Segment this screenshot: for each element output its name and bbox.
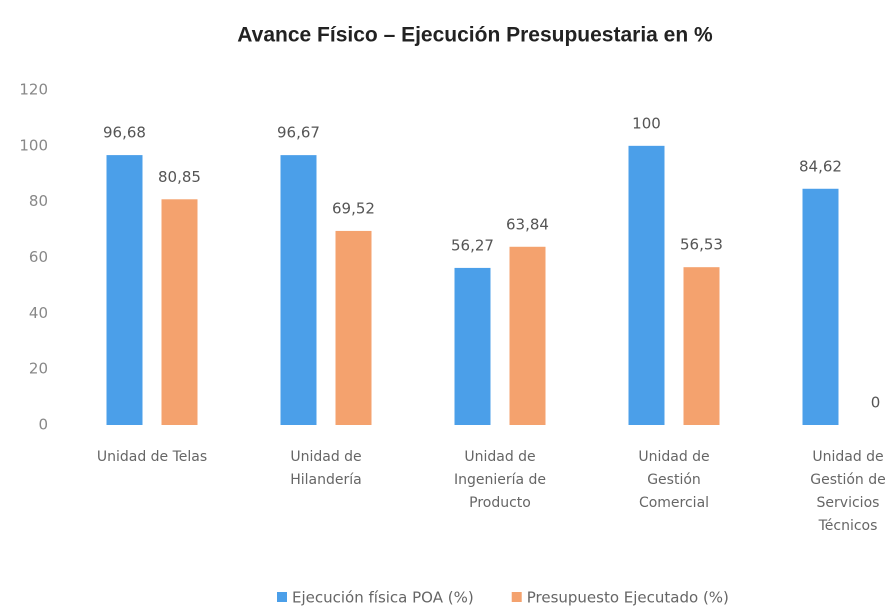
x-tick-label: Unidad de Gestión de Servicios Técnicos: [810, 449, 886, 534]
bar: [509, 246, 546, 425]
data-label: 63,84: [506, 215, 549, 233]
bar: [161, 199, 198, 425]
bar: [335, 230, 372, 425]
legend-label: Presupuesto Ejecutado (%): [527, 589, 729, 607]
y-tick-label: 100: [19, 136, 48, 154]
x-tick-label: Unidad de Ingeniería de Producto: [453, 449, 547, 511]
data-label: 0: [871, 394, 881, 412]
data-label: 69,52: [332, 199, 375, 217]
y-tick-label: 0: [38, 416, 48, 434]
y-tick-label: 60: [29, 248, 48, 266]
data-label: 56,53: [680, 236, 723, 254]
legend-label: Ejecución física POA (%): [292, 589, 474, 607]
y-tick-label: 20: [29, 360, 48, 378]
chart-title: Avance Físico – Ejecución Presupuestaria…: [237, 24, 713, 47]
bar: [802, 188, 839, 425]
bar: [454, 267, 491, 425]
x-tick-label: Unidad de Telas: [96, 449, 208, 465]
bar: [628, 145, 665, 426]
data-label: 100: [632, 114, 661, 132]
data-label: 56,27: [451, 236, 494, 254]
data-label: 96,67: [277, 124, 320, 142]
legend-swatch: [511, 592, 522, 602]
data-label: 84,62: [799, 157, 842, 175]
x-tick-label: Unidad de Hilandería: [290, 449, 362, 488]
bar: [683, 267, 720, 425]
bar: [280, 155, 317, 425]
legend-swatch: [277, 592, 287, 602]
y-tick-label: 80: [29, 192, 48, 210]
y-tick-label: 120: [19, 81, 48, 99]
x-tick-label: Unidad de Gestión Comercial: [638, 449, 710, 511]
bar: [106, 155, 143, 425]
y-tick-label: 40: [29, 304, 48, 322]
data-label: 80,85: [158, 168, 201, 186]
data-label: 96,68: [103, 124, 146, 142]
